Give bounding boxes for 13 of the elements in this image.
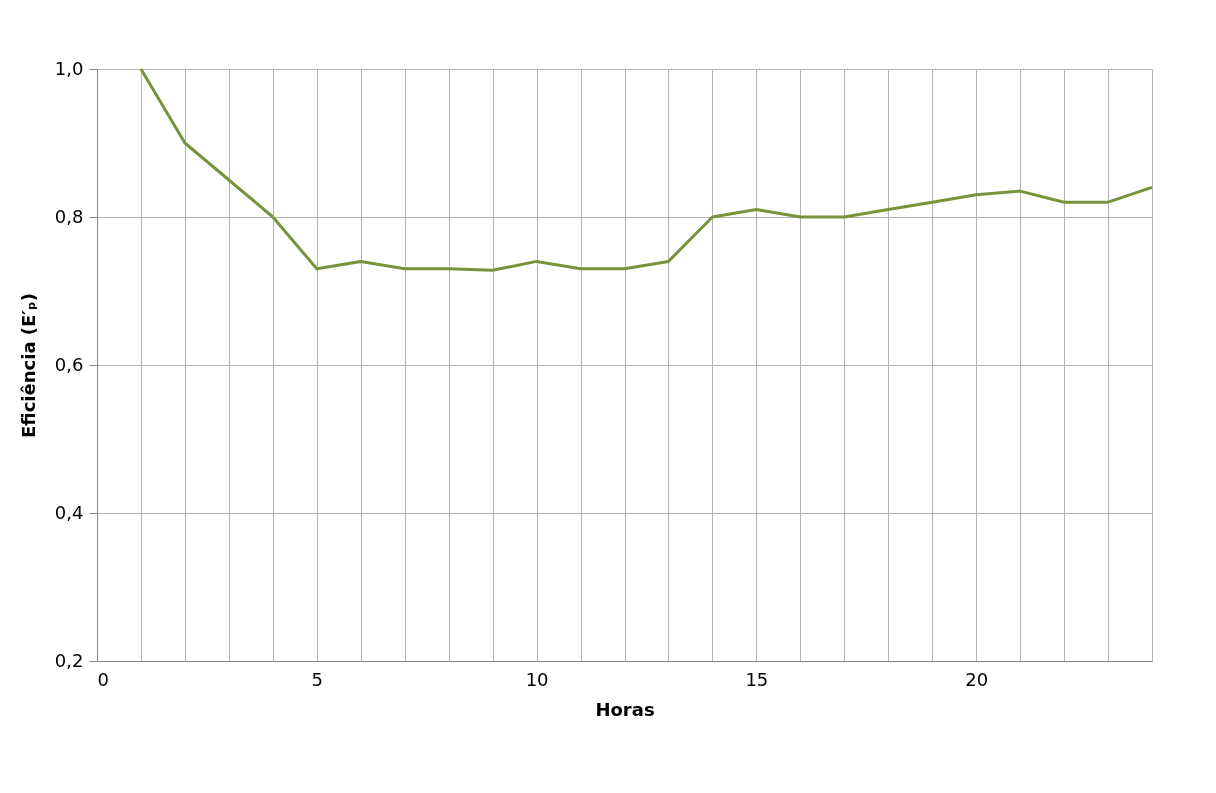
- line-series: [139, 67, 1154, 272]
- y-tick-label: 0,2: [54, 649, 84, 671]
- x-tick-label: 0: [97, 668, 109, 690]
- y-tick-label: 1,0: [54, 57, 84, 79]
- y-tick-label: 0,8: [54, 205, 84, 227]
- x-tick-label: 15: [745, 668, 769, 690]
- x-tick-label: 5: [311, 668, 324, 690]
- x-tick-label: 20: [965, 668, 989, 690]
- y-tick-label: 0,6: [54, 353, 84, 375]
- y-axis-title: Eficiência (E′ₚ): [17, 293, 39, 438]
- x-tick-label: 10: [525, 668, 549, 690]
- y-tick-label: 0,4: [54, 501, 84, 523]
- x-axis-title: Horas: [595, 698, 655, 720]
